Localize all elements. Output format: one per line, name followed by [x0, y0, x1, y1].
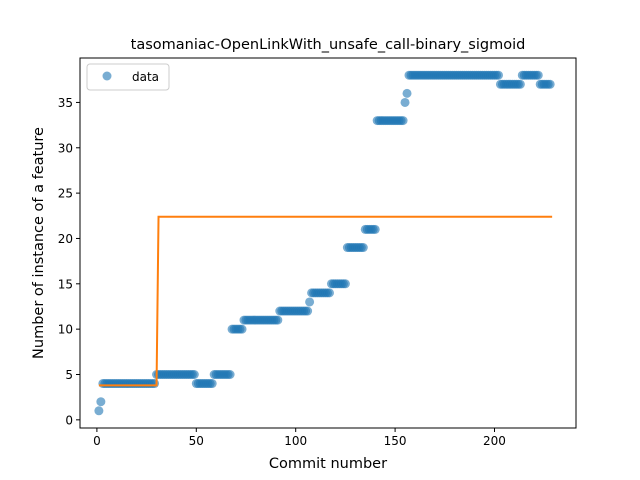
legend-box [86, 63, 170, 91]
y-tick-label: 10 [58, 323, 73, 337]
data-point [150, 379, 160, 389]
data-point [237, 324, 247, 334]
data-point [305, 297, 315, 307]
y-tick-label: 20 [58, 232, 73, 246]
y-tick-label: 5 [65, 368, 73, 382]
data-point [303, 306, 313, 316]
y-tick-label: 35 [58, 96, 73, 110]
data-point [533, 70, 543, 80]
legend: data [86, 63, 170, 91]
data-point [324, 288, 334, 298]
x-axis-ticks: 0 50 100 150 200 [93, 428, 506, 448]
data-point [402, 88, 412, 98]
data-point [398, 116, 408, 126]
data-point [96, 397, 106, 407]
data-point [94, 406, 104, 416]
x-tick-label: 50 [189, 434, 204, 448]
x-tick-label: 0 [93, 434, 101, 448]
data-point [340, 279, 350, 289]
data-point [225, 370, 235, 379]
y-tick-label: 30 [58, 141, 73, 155]
y-tick-label: 0 [65, 413, 73, 427]
legend-marker [102, 71, 112, 81]
fit-line [98, 215, 553, 387]
data-point [545, 79, 555, 89]
legend-label: data [132, 70, 159, 84]
x-tick-label: 100 [284, 434, 307, 448]
data-point [358, 243, 368, 253]
x-tick-label: 150 [384, 434, 407, 448]
data-point [515, 79, 525, 89]
x-tick-label: 200 [483, 434, 506, 448]
data-point [207, 379, 217, 389]
chart-title: tasomaniac-OpenLinkWith_unsafe_call-bina… [131, 37, 526, 53]
y-tick-label: 25 [58, 187, 73, 201]
data-point [189, 370, 199, 379]
data-point [493, 70, 503, 80]
plot-area [94, 70, 555, 416]
data-point [400, 97, 410, 107]
y-axis-ticks: 0 5 10 15 20 25 30 35 [58, 96, 80, 427]
y-tick-label: 15 [58, 277, 73, 291]
y-axis-label: Number of instance of a feature [31, 127, 47, 359]
axes-frame [79, 57, 577, 429]
data-point [370, 224, 380, 234]
data-point [273, 315, 283, 325]
x-axis-label: Commit number [269, 456, 387, 472]
